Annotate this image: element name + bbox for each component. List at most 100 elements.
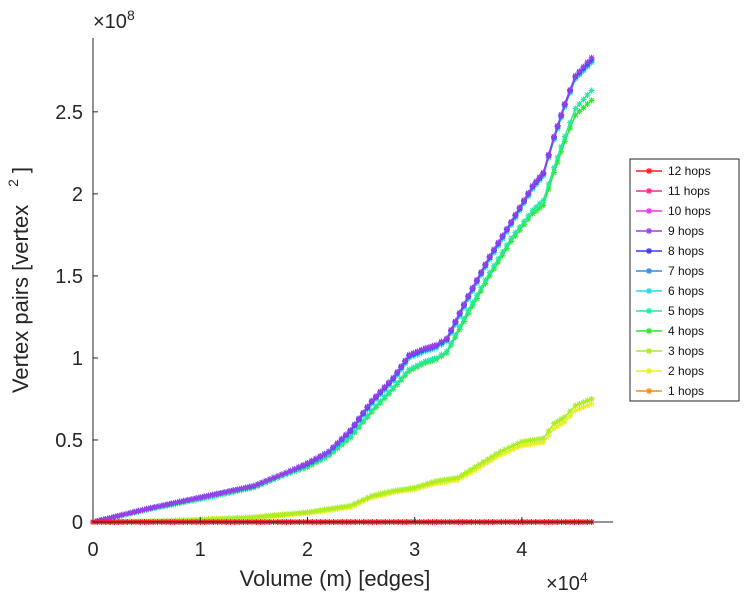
series-marker xyxy=(465,292,472,299)
series-marker xyxy=(422,358,429,365)
series-marker xyxy=(510,442,517,449)
y-axis-label-close: ] xyxy=(8,167,33,173)
series-marker xyxy=(278,471,285,478)
series-marker xyxy=(151,504,158,511)
series-marker xyxy=(554,122,561,129)
series-marker xyxy=(176,498,183,505)
series-marker xyxy=(351,421,358,428)
series-marker xyxy=(508,238,515,245)
legend-label: 5 hops xyxy=(668,304,704,318)
series-marker xyxy=(172,517,179,524)
series-marker xyxy=(584,402,591,409)
series-marker xyxy=(102,515,109,522)
series-marker xyxy=(572,105,579,112)
legend-item: 8 hops xyxy=(636,244,704,258)
series-marker xyxy=(554,423,561,430)
series-marker xyxy=(506,448,512,455)
series-marker xyxy=(351,428,358,435)
series-marker xyxy=(143,518,150,525)
series-marker xyxy=(143,505,150,512)
series-marker xyxy=(533,203,540,210)
series-marker xyxy=(110,513,117,520)
series-marker xyxy=(545,181,552,188)
y-tick-label: 1.5 xyxy=(55,266,83,288)
series-marker xyxy=(402,357,409,364)
series-marker xyxy=(230,487,237,494)
series-marker xyxy=(441,476,448,483)
series-marker xyxy=(531,440,538,447)
series-marker xyxy=(296,509,303,516)
series-marker xyxy=(529,182,536,189)
series-marker xyxy=(456,309,463,316)
series-marker xyxy=(497,448,504,455)
series-marker xyxy=(338,435,345,442)
series-marker xyxy=(147,504,154,511)
series-marker xyxy=(518,442,525,449)
series-marker xyxy=(262,477,269,484)
series-marker xyxy=(484,459,491,466)
series-marker xyxy=(360,417,367,424)
series-marker xyxy=(499,248,506,255)
series-marker xyxy=(139,506,146,513)
series-marker xyxy=(561,138,568,145)
series-marker xyxy=(482,261,489,268)
series-marker xyxy=(465,310,472,317)
series-layer xyxy=(90,54,595,525)
series-marker xyxy=(295,463,302,470)
series-marker xyxy=(221,489,228,496)
series-marker xyxy=(355,423,362,430)
series-marker xyxy=(347,427,354,434)
series-marker xyxy=(197,494,204,501)
series-marker xyxy=(188,496,195,503)
series-marker xyxy=(334,439,341,446)
series-marker xyxy=(588,395,595,402)
x-tick-label: 4 xyxy=(516,539,527,561)
series-marker xyxy=(516,227,523,234)
series-marker xyxy=(536,205,543,212)
series-marker xyxy=(420,481,427,488)
series-marker xyxy=(390,374,397,381)
series-marker xyxy=(521,221,528,228)
y-axis-label: Vertex pairs [vertex 2] xyxy=(5,167,33,393)
series-marker xyxy=(385,389,392,396)
series-marker xyxy=(343,437,350,444)
legend-item: 1 hops xyxy=(636,384,704,398)
series-marker xyxy=(495,255,502,262)
series-marker xyxy=(588,97,595,104)
legend-swatch-marker xyxy=(646,228,652,234)
series-marker xyxy=(287,510,294,517)
y-tick-label: 2 xyxy=(72,184,83,206)
series-marker xyxy=(279,511,286,518)
series-marker xyxy=(381,393,388,400)
series-marker xyxy=(454,474,461,481)
series-marker xyxy=(490,266,497,273)
series-marker xyxy=(114,512,121,519)
x-tick-label: 1 xyxy=(195,539,206,561)
series-marker xyxy=(588,54,595,61)
series-marker xyxy=(238,485,245,492)
series-marker xyxy=(368,407,375,414)
series-marker xyxy=(469,303,476,310)
series-marker xyxy=(287,467,294,474)
series-line xyxy=(92,58,593,523)
series-marker xyxy=(398,363,405,370)
legend-label: 11 hops xyxy=(668,184,710,198)
series-marker xyxy=(338,503,345,510)
series-marker xyxy=(234,514,241,521)
series-marker xyxy=(572,407,579,414)
series-marker xyxy=(484,456,491,463)
series-marker xyxy=(209,491,216,498)
series-marker xyxy=(406,351,413,358)
series-marker xyxy=(450,475,457,482)
series-marker xyxy=(168,500,175,507)
series-marker xyxy=(516,204,523,211)
series-marker xyxy=(266,476,273,483)
series-marker xyxy=(499,232,506,239)
series-marker xyxy=(411,484,418,491)
series-marker xyxy=(561,133,568,140)
series-marker xyxy=(545,427,552,434)
series-marker xyxy=(381,489,388,496)
legend-item: 2 hops xyxy=(636,364,704,378)
series-6-hops xyxy=(90,59,595,525)
